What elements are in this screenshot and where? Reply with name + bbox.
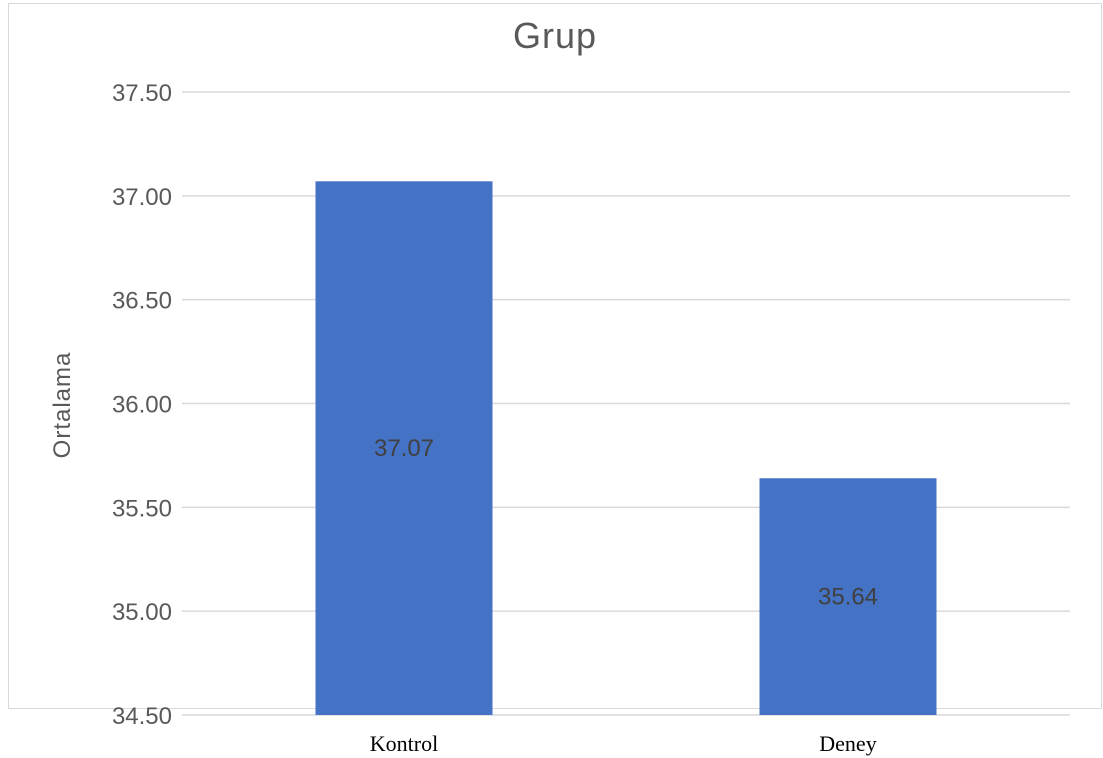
y-tick-label: 37.50 (112, 80, 172, 107)
bar-kontrol (315, 181, 493, 716)
y-tick-label: 36.00 (112, 392, 172, 419)
y-axis-label: Ortalama (49, 352, 76, 459)
data-label: 35.64 (818, 584, 878, 611)
y-tick-label: 35.00 (112, 599, 172, 626)
bar-deney (759, 478, 937, 715)
y-tick-label: 35.50 (112, 495, 172, 522)
data-labels: 37.07 35.64 (374, 435, 878, 610)
y-tick-label: 37.00 (112, 184, 172, 211)
y-tick-label: 34.50 (112, 703, 172, 730)
x-axis-ticks: Kontrol Deney (370, 731, 877, 756)
x-tick-label: Deney (819, 731, 876, 756)
x-tick-label: Kontrol (370, 731, 438, 756)
y-axis-ticks: 34.50 35.00 35.50 36.00 36.50 37.00 37.50 (112, 80, 172, 730)
y-tick-label: 36.50 (112, 288, 172, 315)
gridlines (182, 91, 1070, 716)
bars (315, 181, 937, 716)
chart-title: Grup (513, 15, 597, 56)
data-label: 37.07 (374, 435, 434, 462)
